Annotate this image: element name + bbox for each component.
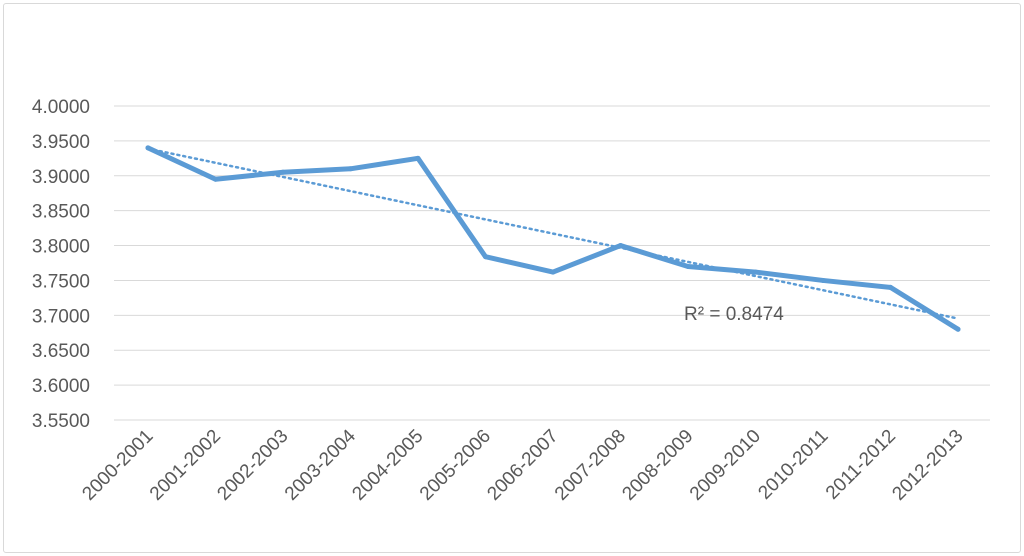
data-point — [145, 145, 151, 151]
data-point — [348, 166, 353, 172]
x-tick-label: 2011-2012 — [822, 426, 900, 504]
y-tick-label: 3.8500 — [32, 202, 90, 223]
x-tick-label: 2000-2001 — [78, 426, 157, 505]
y-axis-ticks: 4.0000 3.9500 3.9000 3.8500 3.8000 3.7500 3.70… — [32, 97, 90, 432]
x-tick-label: 2009-2010 — [686, 426, 765, 505]
series-group — [145, 145, 961, 332]
x-tick-label: 2006-2007 — [483, 426, 562, 505]
series-line — [145, 145, 961, 332]
y-tick-label: 3.5500 — [32, 411, 90, 432]
data-point — [213, 176, 218, 182]
data-point — [280, 169, 286, 175]
data-point — [820, 277, 826, 283]
x-tick-label: 2004-2005 — [348, 426, 427, 505]
x-tick-label: 2010-2011 — [754, 426, 832, 504]
y-tick-label: 3.6000 — [32, 376, 90, 397]
data-point — [550, 269, 556, 275]
data-point — [483, 254, 488, 260]
y-tick-label: 3.7000 — [32, 306, 90, 327]
trendline-line — [146, 147, 960, 320]
y-tick-label: 3.6500 — [32, 341, 90, 362]
trendline — [146, 147, 960, 320]
y-tick-label: 3.8000 — [32, 237, 90, 258]
x-tick-label: 2007-2008 — [551, 426, 630, 505]
data-point — [888, 284, 893, 290]
x-tick-label: 2002-2003 — [213, 426, 292, 505]
y-tick-label: 4.0000 — [32, 97, 90, 118]
y-tick-label: 3.9500 — [32, 132, 90, 153]
x-tick-label: 2001-2002 — [146, 426, 225, 505]
x-tick-label: 2012-2013 — [888, 426, 967, 505]
x-tick-label: 2005-2006 — [416, 426, 495, 505]
gridlines — [114, 105, 990, 421]
chart-frame — [3, 3, 1021, 553]
x-tick-label: 2003-2004 — [281, 425, 360, 504]
data-point — [685, 263, 691, 269]
x-tick-label: 2008-2009 — [618, 426, 697, 505]
data-point — [618, 243, 623, 249]
r-squared-label: R² = 0.8474 — [684, 304, 784, 325]
x-axis-ticks: 2000-20012001-20022002-20032003-20042004… — [78, 425, 967, 504]
y-tick-label: 3.7500 — [32, 271, 90, 292]
y-tick-label: 3.9000 — [32, 167, 90, 188]
data-point — [753, 269, 758, 275]
data-point — [415, 155, 421, 161]
data-point — [955, 326, 961, 332]
